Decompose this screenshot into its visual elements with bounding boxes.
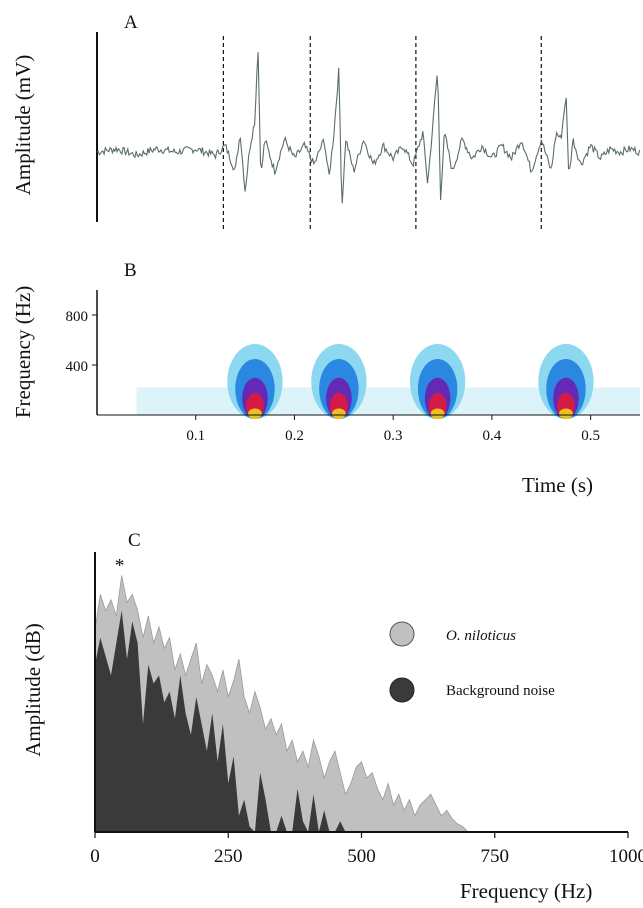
b-ytick-label-0: 400 xyxy=(66,359,89,375)
panel-c-label: C xyxy=(128,530,141,551)
panel-c-x-ticks: 0 250 500 750 1000 xyxy=(90,832,643,867)
b-xtick-label-2: 0.3 xyxy=(384,428,403,444)
panel-b-label: B xyxy=(124,260,137,281)
spectrogram-blob-1-peak xyxy=(331,408,346,419)
panel-c-noise-area xyxy=(95,610,346,832)
legend-noise-swatch xyxy=(389,677,415,703)
panel-a-ylabel: Amplitude (mV) xyxy=(11,55,35,196)
spectrogram-blob-3-peak xyxy=(559,408,573,419)
c-xtick-label-2: 500 xyxy=(347,846,376,867)
b-ytick-label-1: 800 xyxy=(66,309,89,325)
legend-signal-swatch xyxy=(389,621,415,647)
b-xtick-label-3: 0.4 xyxy=(483,428,502,444)
panel-a-waveform xyxy=(96,52,641,204)
legend-signal-label: O. niloticus xyxy=(446,628,516,644)
panel-a-pulse-bounds xyxy=(222,36,542,230)
panel-c-peak-marker: * xyxy=(115,556,125,577)
panel-c-xlabel: Frequency (Hz) xyxy=(460,879,592,903)
panel-b-y-ticks: 400 800 xyxy=(66,309,97,375)
c-xtick-label-4: 1000 xyxy=(609,846,643,867)
panel-c-legend: O. niloticus Background noise xyxy=(389,621,555,703)
panel-b-ylabel: Frequency (Hz) xyxy=(11,286,35,418)
panel-b-xlabel: Time (s) xyxy=(522,473,593,497)
b-xtick-label-1: 0.2 xyxy=(285,428,304,444)
panel-a-label: A xyxy=(124,12,138,33)
spectrogram-blob-0-peak xyxy=(248,408,262,419)
b-xtick-label-4: 0.5 xyxy=(581,428,600,444)
panel-a: A Amplitude (mV) xyxy=(11,12,641,230)
panel-c-ylabel: Amplitude (dB) xyxy=(21,623,45,757)
legend-noise-label: Background noise xyxy=(446,683,555,699)
panel-b-x-ticks: 0.1 0.2 0.3 0.4 0.5 xyxy=(186,415,600,444)
c-xtick-label-1: 250 xyxy=(214,846,243,867)
panel-c: C Amplitude (dB) * 0 250 500 750 1000 Freque… xyxy=(21,530,643,903)
c-xtick-label-3: 750 xyxy=(481,846,510,867)
panel-b-spectrogram xyxy=(136,344,640,419)
b-xtick-label-0: 0.1 xyxy=(186,428,205,444)
c-xtick-label-0: 0 xyxy=(90,846,100,867)
spectrogram-blob-2-peak xyxy=(430,408,445,419)
